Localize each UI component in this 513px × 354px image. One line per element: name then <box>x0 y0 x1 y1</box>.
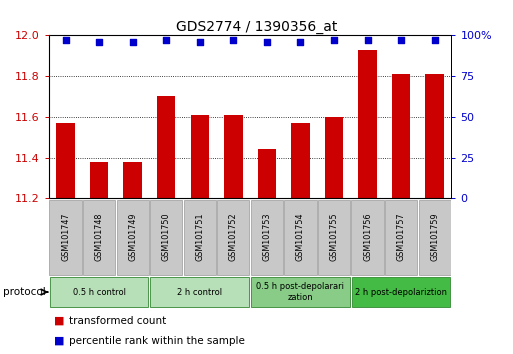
Text: GSM101751: GSM101751 <box>195 213 204 262</box>
Point <box>129 39 137 45</box>
Text: GSM101749: GSM101749 <box>128 213 137 262</box>
Point <box>363 38 371 43</box>
Bar <box>385 200 417 275</box>
Bar <box>419 200 451 275</box>
Text: GSM101750: GSM101750 <box>162 213 171 262</box>
Bar <box>251 200 283 275</box>
Text: protocol: protocol <box>4 287 46 297</box>
Bar <box>56 123 75 198</box>
Point <box>62 38 70 43</box>
Bar <box>184 200 216 275</box>
Bar <box>352 278 450 307</box>
Bar <box>325 117 343 198</box>
Bar <box>358 50 377 198</box>
Point <box>195 39 204 45</box>
Bar <box>116 200 149 275</box>
Text: GSM101752: GSM101752 <box>229 213 238 262</box>
Point <box>330 38 338 43</box>
Bar <box>124 161 142 198</box>
Text: transformed count: transformed count <box>69 316 167 326</box>
Bar <box>90 161 108 198</box>
Bar <box>150 278 249 307</box>
Text: GDS2774 / 1390356_at: GDS2774 / 1390356_at <box>176 19 337 34</box>
Point <box>430 38 439 43</box>
Bar <box>49 200 82 275</box>
Bar <box>157 96 175 198</box>
Point <box>229 38 238 43</box>
Text: GSM101757: GSM101757 <box>397 213 406 262</box>
Bar <box>50 278 148 307</box>
Text: percentile rank within the sample: percentile rank within the sample <box>69 336 245 346</box>
Text: GSM101754: GSM101754 <box>296 213 305 262</box>
Point <box>297 39 305 45</box>
Point <box>397 38 405 43</box>
Text: ■: ■ <box>54 336 64 346</box>
Text: 0.5 h control: 0.5 h control <box>72 287 126 297</box>
Point <box>263 39 271 45</box>
Text: 2 h post-depolariztion: 2 h post-depolariztion <box>355 287 447 297</box>
Text: 0.5 h post-depolarari
zation: 0.5 h post-depolarari zation <box>256 282 344 302</box>
Text: 2 h control: 2 h control <box>177 287 222 297</box>
Bar <box>425 74 444 198</box>
Bar <box>284 200 317 275</box>
Text: GSM101755: GSM101755 <box>329 213 339 262</box>
Point <box>162 38 170 43</box>
Text: GSM101759: GSM101759 <box>430 213 439 262</box>
Bar <box>150 200 182 275</box>
Bar <box>83 200 115 275</box>
Bar <box>224 115 243 198</box>
Bar <box>217 200 249 275</box>
Text: GSM101747: GSM101747 <box>61 213 70 262</box>
Text: ■: ■ <box>54 316 64 326</box>
Bar <box>318 200 350 275</box>
Text: GSM101748: GSM101748 <box>94 213 104 261</box>
Bar <box>258 149 276 198</box>
Bar <box>190 115 209 198</box>
Text: GSM101753: GSM101753 <box>262 213 271 262</box>
Bar <box>351 200 384 275</box>
Text: GSM101756: GSM101756 <box>363 213 372 262</box>
Bar <box>251 278 350 307</box>
Bar <box>291 123 310 198</box>
Bar <box>392 74 410 198</box>
Point <box>95 39 103 45</box>
